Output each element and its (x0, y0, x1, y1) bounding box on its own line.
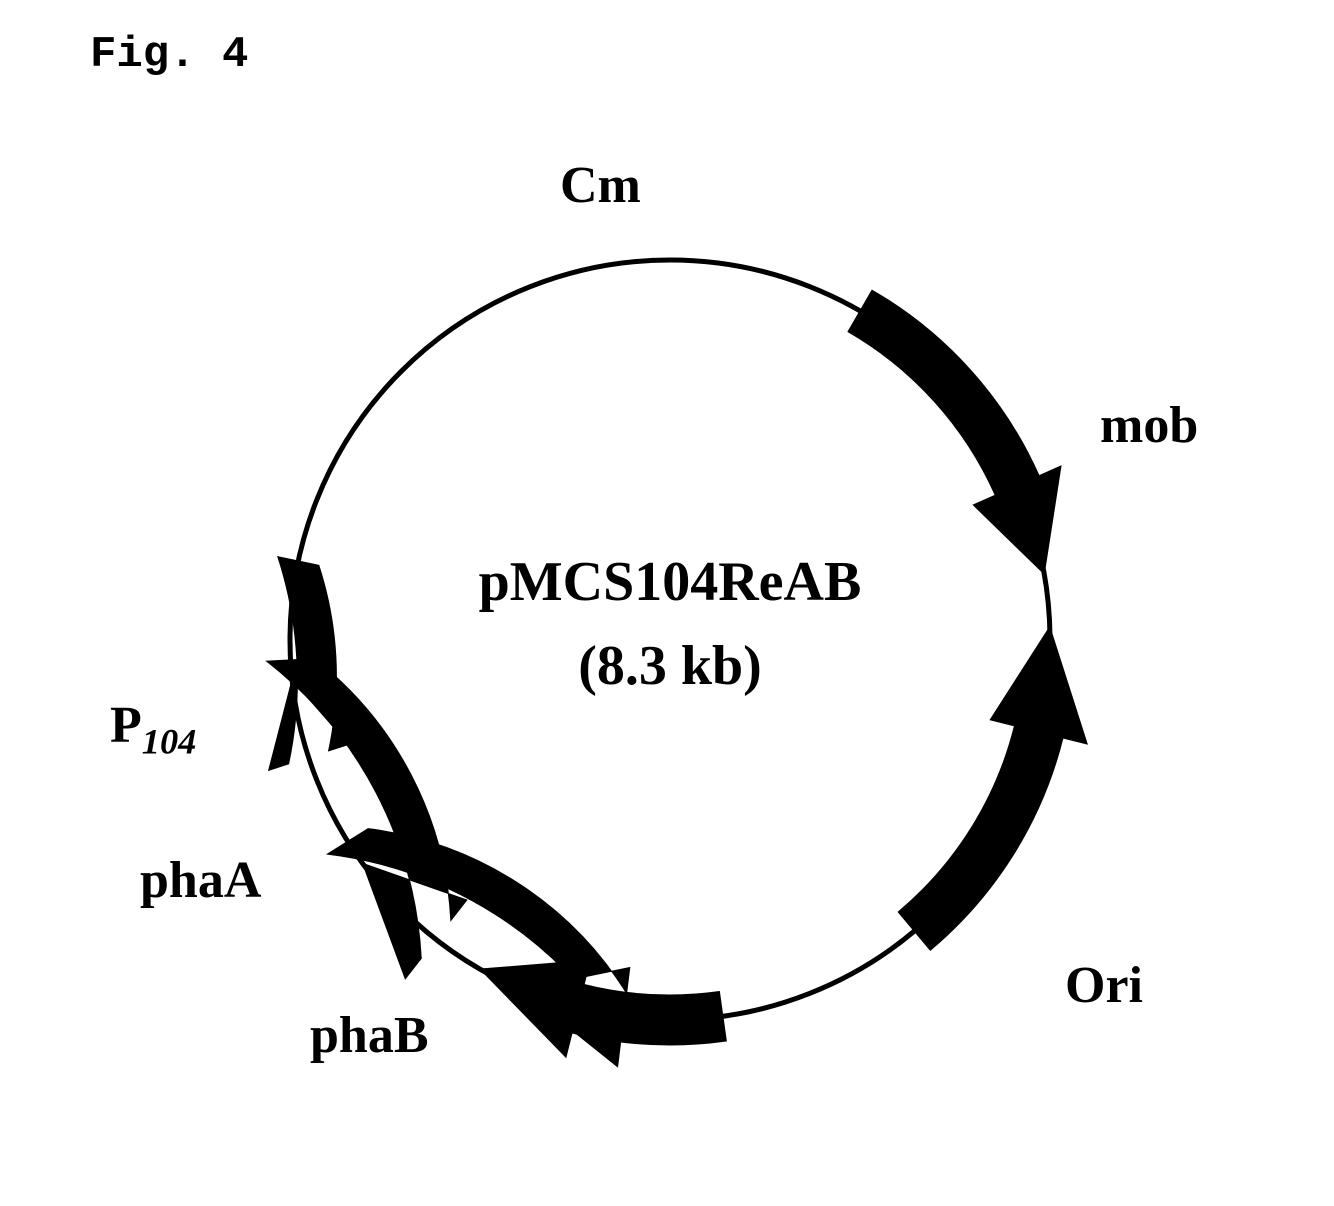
feature-label-p104: P104 (110, 700, 196, 760)
feature-label-phaB: phaB (310, 1010, 429, 1062)
feature-label-phaA: phaA (140, 855, 261, 907)
plasmid-name: pMCS104ReAB (479, 551, 862, 613)
feature-arrow-mob (898, 627, 1087, 951)
feature-label-main-p104: P (110, 697, 142, 754)
feature-label-ori: Ori (1065, 960, 1143, 1012)
plasmid-size: (8.3 kb) (578, 635, 762, 697)
figure-container: Fig. 4 pMCS104ReAB (8.3 kb) Cm mob Ori p… (0, 0, 1334, 1206)
feature-label-mob: mob (1100, 400, 1198, 452)
feature-label-sub-p104: 104 (142, 721, 197, 761)
feature-arrow-cm (848, 290, 1061, 574)
plasmid-center-label: pMCS104ReAB (8.3 kb) (440, 540, 900, 708)
feature-label-cm: Cm (560, 160, 641, 212)
